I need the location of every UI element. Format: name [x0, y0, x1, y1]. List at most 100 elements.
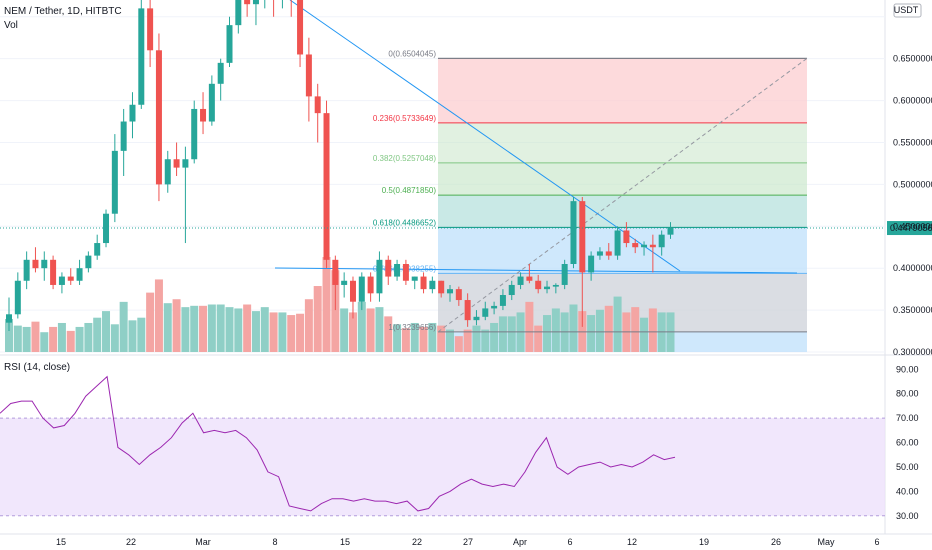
volume-bar	[49, 326, 58, 352]
price-axis-label: 0.3000000	[893, 347, 932, 357]
symbol-legend: NEM / Tether, 1D, HITBTC	[4, 6, 122, 17]
volume-bar	[313, 286, 322, 352]
volume-bar	[146, 292, 155, 352]
volume-bar	[393, 324, 402, 352]
price-axis-label: 0.6000000	[893, 96, 932, 106]
candle-body	[182, 159, 189, 168]
volume-bar	[22, 326, 31, 352]
price-axis-label: 0.6500000	[893, 54, 932, 64]
candle-body	[23, 259, 30, 281]
volume-bar	[243, 304, 252, 352]
last-price-badge	[887, 221, 932, 236]
volume-bar	[269, 312, 278, 352]
volume-bar	[348, 312, 357, 352]
volume-bar	[401, 328, 410, 352]
volume-bar	[587, 315, 596, 352]
fib-level-label: 0.5(0.4871850)	[382, 186, 437, 195]
volume-bar	[57, 322, 66, 352]
volume-bar	[340, 308, 349, 352]
volume-bar	[384, 316, 393, 352]
volume-bar	[631, 307, 640, 352]
volume-bar	[296, 313, 305, 352]
volume-bar	[199, 305, 208, 352]
time-axis-label: 15	[340, 537, 350, 547]
candle-body	[76, 268, 83, 281]
volume-bar	[110, 324, 119, 352]
candle-body	[508, 284, 515, 296]
time-axis-label: 6	[874, 537, 879, 547]
candle-body	[305, 54, 312, 97]
candle-body	[341, 280, 348, 285]
fib-zone	[438, 227, 807, 274]
candle-body	[349, 280, 356, 302]
volume-bar	[93, 317, 102, 352]
candle-body	[605, 251, 612, 256]
volume-bar	[137, 317, 146, 352]
volume-bar	[75, 326, 84, 352]
candle-body	[385, 259, 392, 277]
volume-bar	[225, 307, 234, 352]
volume-bar	[428, 322, 437, 352]
candle-body	[499, 295, 506, 306]
volume-bar	[648, 308, 657, 352]
volume-bar	[172, 299, 181, 352]
candle-body	[544, 286, 551, 290]
candle-body	[314, 96, 321, 114]
candle-body	[570, 201, 577, 264]
volume-bar	[287, 315, 296, 352]
candle-body	[244, 0, 251, 5]
volume-bar	[216, 304, 225, 352]
volume-bar	[163, 303, 172, 352]
volume-bar	[5, 319, 13, 352]
candle-body	[67, 276, 74, 281]
rsi-axis-label: 40.00	[896, 486, 919, 496]
volume-bar	[454, 336, 463, 352]
volume-bar	[357, 301, 366, 352]
rsi-line	[0, 375, 676, 512]
candle-body	[358, 276, 365, 302]
candle-body	[164, 159, 171, 185]
candle-body	[332, 259, 339, 285]
candle-body	[6, 314, 12, 323]
candle-body	[14, 280, 21, 315]
volume-bar	[31, 321, 40, 352]
volume-bar	[102, 311, 111, 352]
currency-box	[893, 3, 922, 18]
candle-body	[491, 305, 498, 309]
candle-body	[200, 108, 207, 122]
volume-legend: Vol	[4, 20, 18, 31]
volume-bar	[234, 308, 243, 352]
volume-bar	[525, 301, 534, 352]
volume-bar	[410, 322, 419, 352]
volume-bar	[507, 316, 516, 352]
candle-body	[438, 280, 445, 294]
candle-body	[649, 244, 656, 248]
candle-body	[297, 0, 304, 55]
candle-body	[579, 201, 586, 273]
candle-body	[367, 276, 374, 294]
volume-bar	[595, 309, 604, 352]
fib-level-label: 0.382(0.5257048)	[373, 154, 437, 163]
fib-level-label: 1(0.3239656)	[388, 323, 436, 332]
candle-body	[596, 251, 603, 256]
candle-body	[517, 276, 524, 285]
candle-body	[147, 8, 154, 51]
time-axis-label: 22	[412, 537, 422, 547]
volume-bar	[260, 307, 269, 352]
volume-bar	[604, 305, 613, 352]
candle-body	[623, 230, 630, 244]
volume-bar	[640, 317, 649, 352]
volume-bar	[154, 279, 163, 352]
time-axis-label: 22	[126, 537, 136, 547]
volume-bar	[472, 325, 481, 352]
fib-level-label: 0.236(0.5733649)	[373, 114, 437, 123]
rsi-axis-label: 60.00	[896, 438, 919, 448]
volume-bar	[446, 329, 454, 352]
candle-body	[455, 289, 462, 301]
candle-body	[138, 8, 145, 105]
price-axis-label: 0.4500000	[893, 221, 932, 231]
candle-body	[129, 104, 136, 122]
time-axis-label: 12	[627, 537, 637, 547]
